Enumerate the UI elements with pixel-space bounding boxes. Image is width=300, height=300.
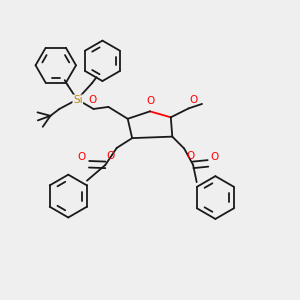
- Text: Si: Si: [73, 95, 82, 105]
- Text: O: O: [186, 152, 194, 161]
- Text: O: O: [88, 95, 97, 105]
- Text: O: O: [107, 151, 115, 161]
- Text: O: O: [210, 152, 219, 162]
- Text: O: O: [147, 96, 155, 106]
- Text: O: O: [78, 152, 86, 163]
- Text: O: O: [190, 95, 198, 105]
